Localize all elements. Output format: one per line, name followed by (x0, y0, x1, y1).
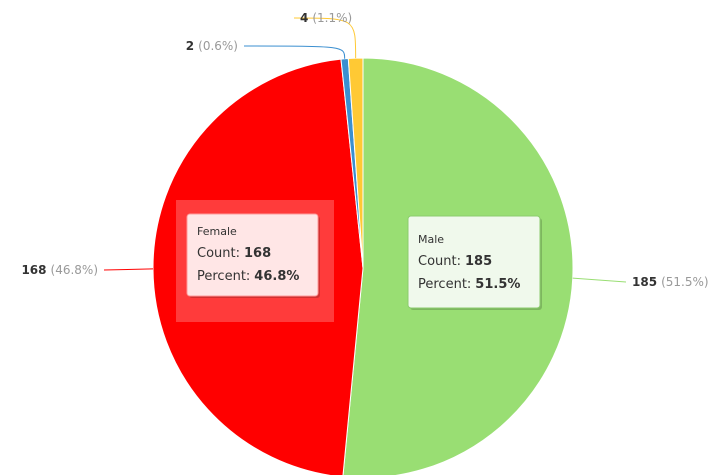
data-label-percent: (1.1%) (312, 11, 352, 25)
tooltip-percent: Percent: 51.5% (418, 277, 520, 292)
leader-line (293, 17, 357, 59)
tooltip-percent-label: Percent: (418, 277, 471, 292)
tooltip-count: Count: 185 (418, 254, 492, 269)
leader-line (103, 268, 154, 271)
tooltip-name: Female (197, 225, 237, 238)
data-label: 2 (0.6%) (186, 39, 238, 53)
data-label-percent: (0.6%) (198, 39, 238, 53)
tooltip-count-label: Count: (418, 254, 461, 269)
data-label: 4 (1.1%) (300, 11, 352, 25)
tooltip-name: Male (418, 233, 444, 246)
data-label: 168 (46.8%) (21, 263, 98, 277)
tooltip (186, 213, 319, 297)
data-label: 185 (51.5%) (632, 275, 709, 289)
data-label-value: 2 (186, 39, 194, 53)
tooltip-percent-value: 46.8% (254, 269, 299, 284)
tooltip-count-label: Count: (197, 246, 240, 261)
tooltip-count-value: 185 (465, 254, 492, 269)
tooltip-count-value: 168 (244, 246, 271, 261)
data-label-value: 4 (300, 11, 308, 25)
leader-line (572, 277, 627, 283)
data-label-value: 168 (21, 263, 46, 277)
data-label-percent: (46.8%) (51, 263, 98, 277)
tooltip-percent-label: Percent: (197, 269, 250, 284)
tooltip-percent: Percent: 46.8% (197, 269, 299, 284)
tooltip (407, 215, 541, 309)
leader-line (243, 45, 346, 59)
tooltip-count: Count: 168 (197, 246, 271, 261)
data-label-value: 185 (632, 275, 657, 289)
data-label-percent: (51.5%) (661, 275, 708, 289)
tooltip-percent-value: 51.5% (475, 277, 520, 292)
